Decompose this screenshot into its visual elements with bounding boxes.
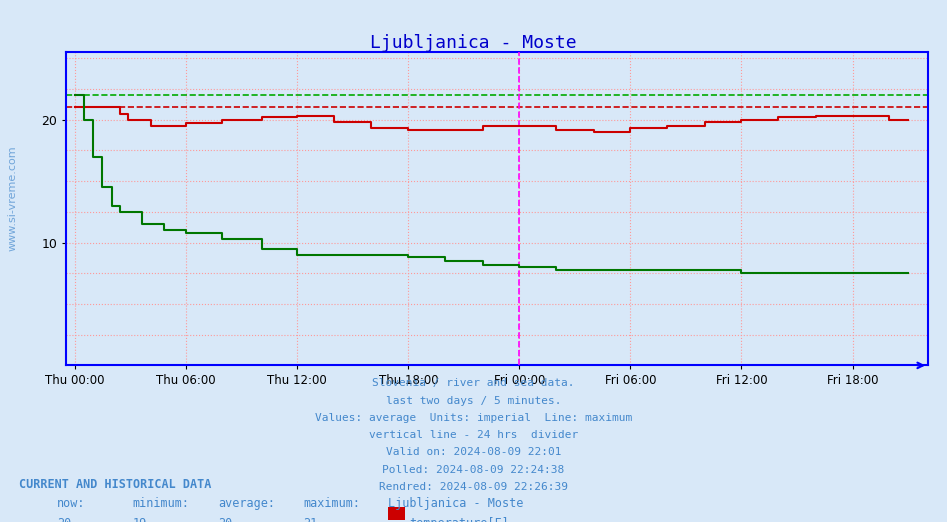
- Text: Rendred: 2024-08-09 22:26:39: Rendred: 2024-08-09 22:26:39: [379, 482, 568, 492]
- Text: now:: now:: [57, 497, 85, 511]
- Text: minimum:: minimum:: [133, 497, 189, 511]
- Text: www.si-vreme.com: www.si-vreme.com: [8, 146, 18, 251]
- Text: 20: 20: [57, 517, 71, 522]
- Text: 20: 20: [218, 517, 232, 522]
- Text: Polled: 2024-08-09 22:24:38: Polled: 2024-08-09 22:24:38: [383, 465, 564, 474]
- Text: average:: average:: [218, 497, 275, 511]
- Text: Ljubljanica - Moste: Ljubljanica - Moste: [388, 497, 524, 511]
- Text: Valid on: 2024-08-09 22:01: Valid on: 2024-08-09 22:01: [385, 447, 562, 457]
- Text: temperature[F]: temperature[F]: [409, 517, 509, 522]
- Text: 19: 19: [133, 517, 147, 522]
- Text: last two days / 5 minutes.: last two days / 5 minutes.: [385, 396, 562, 406]
- Text: Values: average  Units: imperial  Line: maximum: Values: average Units: imperial Line: ma…: [314, 413, 633, 423]
- Text: Slovenia / river and sea data.: Slovenia / river and sea data.: [372, 378, 575, 388]
- Text: Ljubljanica - Moste: Ljubljanica - Moste: [370, 34, 577, 52]
- Text: CURRENT AND HISTORICAL DATA: CURRENT AND HISTORICAL DATA: [19, 478, 211, 491]
- Text: maximum:: maximum:: [303, 497, 360, 511]
- Text: 21: 21: [303, 517, 317, 522]
- Text: vertical line - 24 hrs  divider: vertical line - 24 hrs divider: [369, 430, 578, 440]
